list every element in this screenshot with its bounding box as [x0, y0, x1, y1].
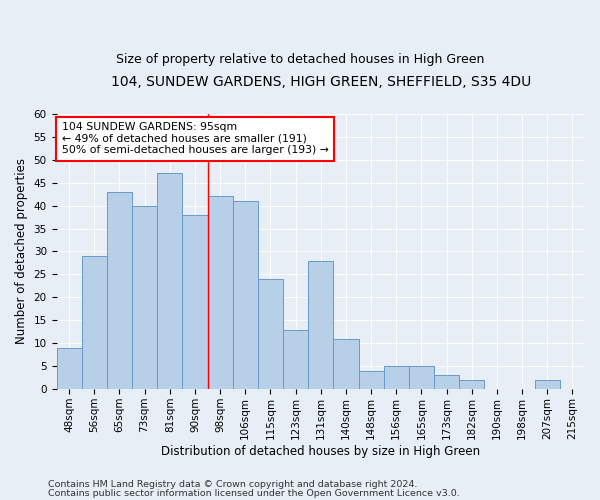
Bar	[359, 371, 383, 389]
Bar	[334, 338, 359, 389]
Bar	[535, 380, 560, 389]
Text: 104 SUNDEW GARDENS: 95sqm
← 49% of detached houses are smaller (191)
50% of semi: 104 SUNDEW GARDENS: 95sqm ← 49% of detac…	[62, 122, 329, 155]
Title: 104, SUNDEW GARDENS, HIGH GREEN, SHEFFIELD, S35 4DU: 104, SUNDEW GARDENS, HIGH GREEN, SHEFFIE…	[110, 75, 531, 89]
Text: Contains public sector information licensed under the Open Government Licence v3: Contains public sector information licen…	[48, 489, 460, 498]
Bar	[409, 366, 434, 389]
Bar	[258, 279, 283, 389]
Bar	[132, 206, 157, 389]
Text: Contains HM Land Registry data © Crown copyright and database right 2024.: Contains HM Land Registry data © Crown c…	[48, 480, 418, 489]
Bar	[233, 201, 258, 389]
Bar	[308, 260, 334, 389]
Bar	[383, 366, 409, 389]
Bar	[208, 196, 233, 389]
Bar	[82, 256, 107, 389]
Bar	[56, 348, 82, 389]
Y-axis label: Number of detached properties: Number of detached properties	[15, 158, 28, 344]
Bar	[107, 192, 132, 389]
Text: Size of property relative to detached houses in High Green: Size of property relative to detached ho…	[116, 52, 484, 66]
X-axis label: Distribution of detached houses by size in High Green: Distribution of detached houses by size …	[161, 444, 481, 458]
Bar	[459, 380, 484, 389]
Bar	[182, 215, 208, 389]
Bar	[157, 174, 182, 389]
Bar	[283, 330, 308, 389]
Bar	[434, 376, 459, 389]
